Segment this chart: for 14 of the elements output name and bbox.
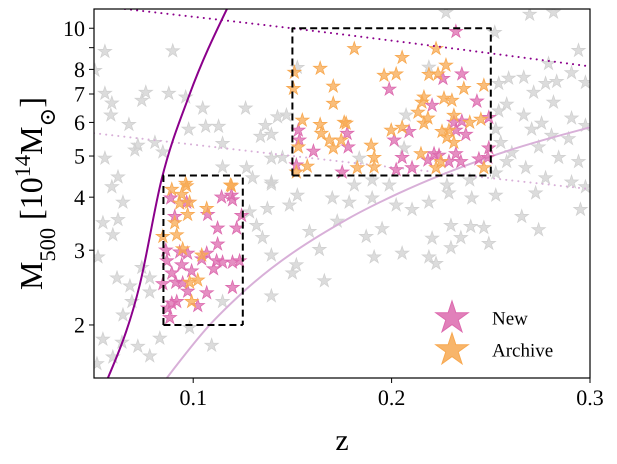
x-tick-label: 0.1 — [179, 385, 207, 410]
x-tick-label: 0.3 — [576, 385, 604, 410]
legend-label: Archive — [492, 340, 554, 362]
y-tick-label: 6 — [74, 110, 85, 136]
legend-label: New — [492, 308, 528, 330]
x-tick-label: 0.2 — [378, 385, 406, 410]
x-axis-title: z — [335, 424, 349, 457]
y-tick-label: 3 — [74, 238, 85, 263]
y-tick-label: 5 — [74, 144, 85, 169]
y-tick-label: 8 — [74, 57, 85, 82]
y-tick-label: 4 — [74, 184, 85, 210]
y-tick-label: 2 — [74, 312, 85, 338]
y-tick-label: 10 — [63, 16, 85, 41]
y-tick-label: 7 — [74, 82, 85, 107]
